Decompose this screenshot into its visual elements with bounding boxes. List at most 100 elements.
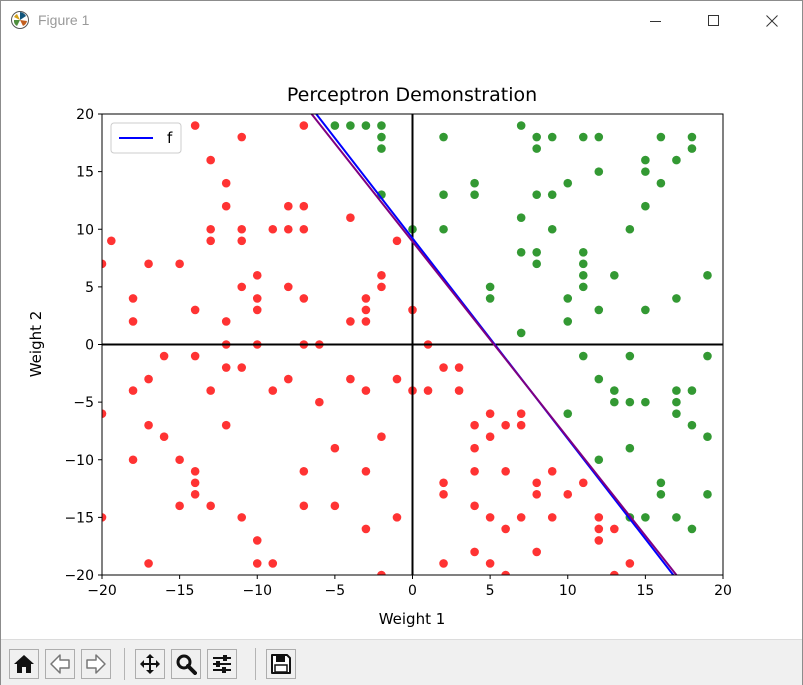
green-point bbox=[439, 132, 448, 142]
red-point bbox=[206, 224, 215, 234]
green-point bbox=[672, 513, 681, 522]
red-point bbox=[284, 282, 293, 292]
forward-arrow-icon bbox=[86, 654, 106, 674]
save-button[interactable] bbox=[266, 649, 296, 679]
red-point bbox=[501, 420, 510, 430]
y-tick-label: 10 bbox=[76, 222, 94, 238]
zoom-icon bbox=[176, 654, 197, 675]
minimize-button[interactable] bbox=[633, 1, 679, 41]
close-icon bbox=[766, 15, 778, 27]
red-point bbox=[299, 121, 309, 130]
x-tick-label: 10 bbox=[559, 583, 577, 599]
green-point bbox=[516, 328, 526, 338]
green-point bbox=[610, 271, 619, 280]
zoom-button[interactable] bbox=[171, 649, 201, 679]
figure-canvas[interactable]: Perceptron Demonstration −20 −15 −10 −5 0 5 10… bbox=[1, 41, 802, 639]
maximize-icon bbox=[708, 15, 719, 26]
red-point bbox=[330, 501, 340, 511]
y-tick-label: −5 bbox=[73, 395, 94, 411]
red-point bbox=[454, 386, 464, 395]
red-point bbox=[190, 305, 200, 315]
green-point bbox=[641, 513, 650, 522]
green-point bbox=[687, 132, 697, 142]
red-point bbox=[377, 271, 386, 280]
red-point bbox=[299, 224, 309, 234]
close-button[interactable] bbox=[749, 1, 795, 41]
navigation-toolbar bbox=[1, 639, 802, 685]
green-point bbox=[532, 190, 541, 199]
red-point bbox=[102, 409, 107, 418]
minimize-icon bbox=[650, 21, 661, 22]
y-tick-label: 20 bbox=[76, 107, 94, 123]
red-point bbox=[439, 490, 448, 499]
red-point bbox=[206, 501, 215, 511]
forward-button[interactable] bbox=[81, 649, 111, 679]
toolbar-separator bbox=[124, 648, 125, 680]
red-point bbox=[485, 432, 495, 442]
home-button[interactable] bbox=[9, 649, 39, 679]
green-point bbox=[687, 386, 697, 395]
red-point bbox=[532, 547, 541, 557]
red-point bbox=[439, 478, 448, 488]
green-point bbox=[594, 455, 604, 465]
green-point bbox=[346, 121, 355, 130]
red-point bbox=[516, 409, 526, 418]
red-point bbox=[128, 317, 138, 326]
red-point bbox=[470, 466, 479, 476]
green-point bbox=[656, 490, 666, 499]
red-point bbox=[206, 155, 215, 165]
red-point bbox=[221, 201, 231, 211]
green-point bbox=[672, 397, 681, 407]
red-point bbox=[268, 559, 278, 568]
green-point bbox=[485, 282, 495, 292]
red-point bbox=[175, 501, 184, 511]
green-point bbox=[641, 167, 650, 176]
pan-button[interactable] bbox=[135, 649, 165, 679]
red-point bbox=[237, 282, 247, 292]
configure-subplots-button[interactable] bbox=[207, 649, 237, 679]
red-point bbox=[144, 420, 153, 430]
x-tick-label: −20 bbox=[87, 583, 117, 599]
red-point bbox=[159, 351, 169, 361]
red-point bbox=[392, 513, 402, 522]
red-point bbox=[315, 397, 324, 407]
green-point bbox=[516, 248, 526, 257]
red-point bbox=[346, 317, 355, 326]
red-point bbox=[610, 570, 619, 575]
red-point bbox=[237, 224, 247, 234]
red-point bbox=[361, 317, 371, 326]
green-point bbox=[594, 167, 604, 176]
window-title: Figure 1 bbox=[38, 12, 90, 28]
legend-label-f: f bbox=[167, 129, 173, 147]
red-point bbox=[501, 466, 510, 476]
red-point bbox=[470, 443, 479, 453]
red-point bbox=[299, 201, 309, 211]
green-point bbox=[703, 351, 712, 361]
green-point bbox=[703, 432, 712, 442]
red-point bbox=[346, 213, 355, 223]
configure-subplots-icon bbox=[213, 655, 231, 673]
scatter-chart[interactable]: Perceptron Demonstration −20 −15 −10 −5 0 5 10… bbox=[1, 41, 802, 639]
x-tick-label: −10 bbox=[242, 583, 272, 599]
green-point bbox=[625, 443, 635, 453]
y-tick-label: 15 bbox=[76, 165, 94, 181]
y-tick-label: 5 bbox=[85, 280, 94, 296]
maximize-button[interactable] bbox=[691, 1, 737, 41]
red-point bbox=[159, 432, 169, 442]
red-point bbox=[485, 409, 495, 418]
green-point bbox=[532, 259, 541, 269]
back-button[interactable] bbox=[45, 649, 75, 679]
green-point bbox=[594, 132, 604, 142]
green-point bbox=[516, 213, 526, 223]
red-point bbox=[299, 466, 309, 476]
title-bar: Figure 1 bbox=[1, 1, 802, 41]
chart-title: Perceptron Demonstration bbox=[287, 84, 537, 106]
pan-icon bbox=[140, 654, 160, 674]
red-point bbox=[128, 294, 138, 303]
green-point bbox=[578, 259, 588, 269]
green-point bbox=[656, 178, 666, 188]
red-point bbox=[221, 420, 231, 430]
green-point bbox=[563, 409, 573, 418]
red-point bbox=[470, 501, 479, 511]
